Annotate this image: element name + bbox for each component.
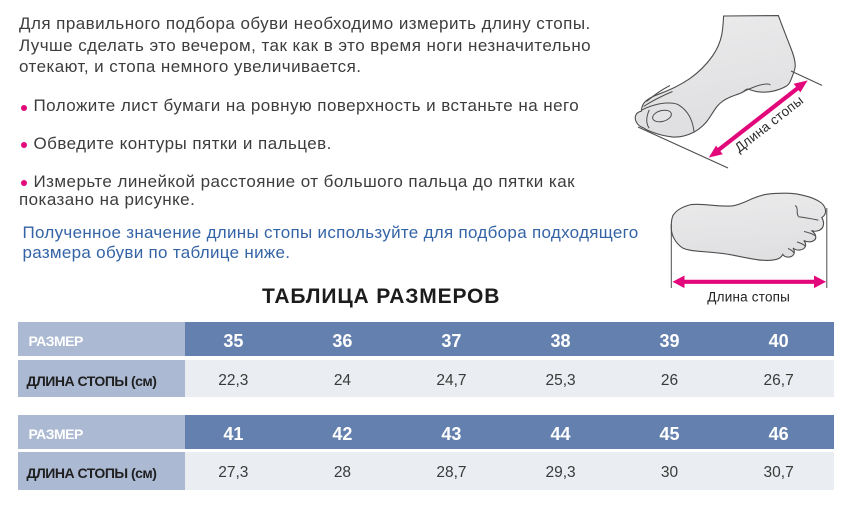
svg-text:Длина стопы: Длина стопы xyxy=(732,93,806,156)
svg-text:Длина стопы: Длина стопы xyxy=(707,290,790,305)
